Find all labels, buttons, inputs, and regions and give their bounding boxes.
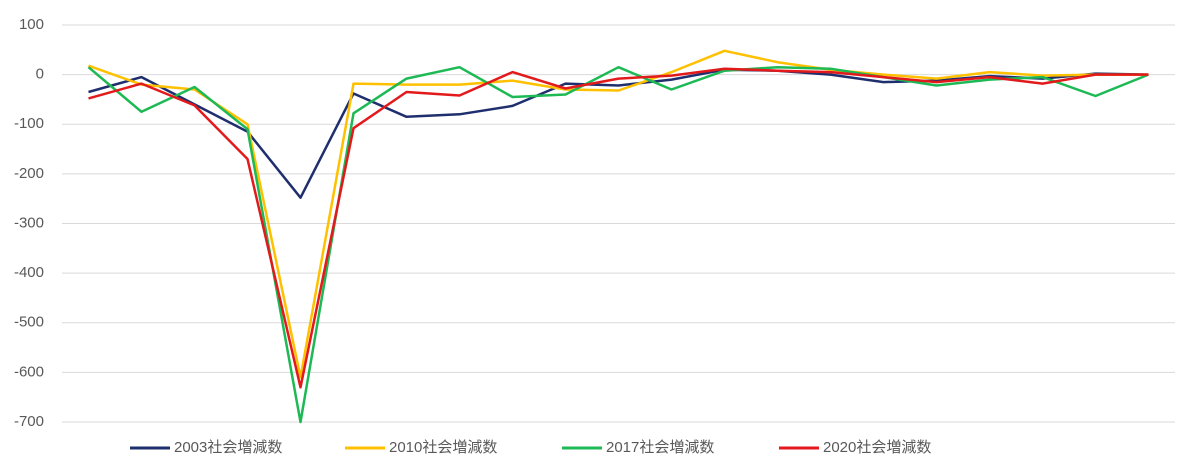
y-tick-label: -400 (14, 264, 44, 281)
legend-label: 2003社会増減数 (174, 439, 282, 456)
y-tick-label: 100 (19, 16, 44, 33)
y-tick-label: -500 (14, 314, 44, 331)
series-line (87, 65, 1149, 424)
y-tick-label: -300 (14, 214, 44, 231)
legend-label: 2017社会増減数 (606, 439, 714, 456)
y-tick-label: -100 (14, 115, 44, 132)
series-line (88, 67, 1149, 389)
y-tick-label: -200 (14, 165, 44, 182)
series-line (88, 49, 1149, 379)
y-tick-label: -600 (14, 363, 44, 380)
legend-label: 2020社会増減数 (823, 439, 931, 456)
y-tick-label: 0 (36, 66, 44, 83)
y-tick-label: -700 (14, 413, 44, 430)
legend-label: 2010社会増減数 (389, 439, 497, 456)
